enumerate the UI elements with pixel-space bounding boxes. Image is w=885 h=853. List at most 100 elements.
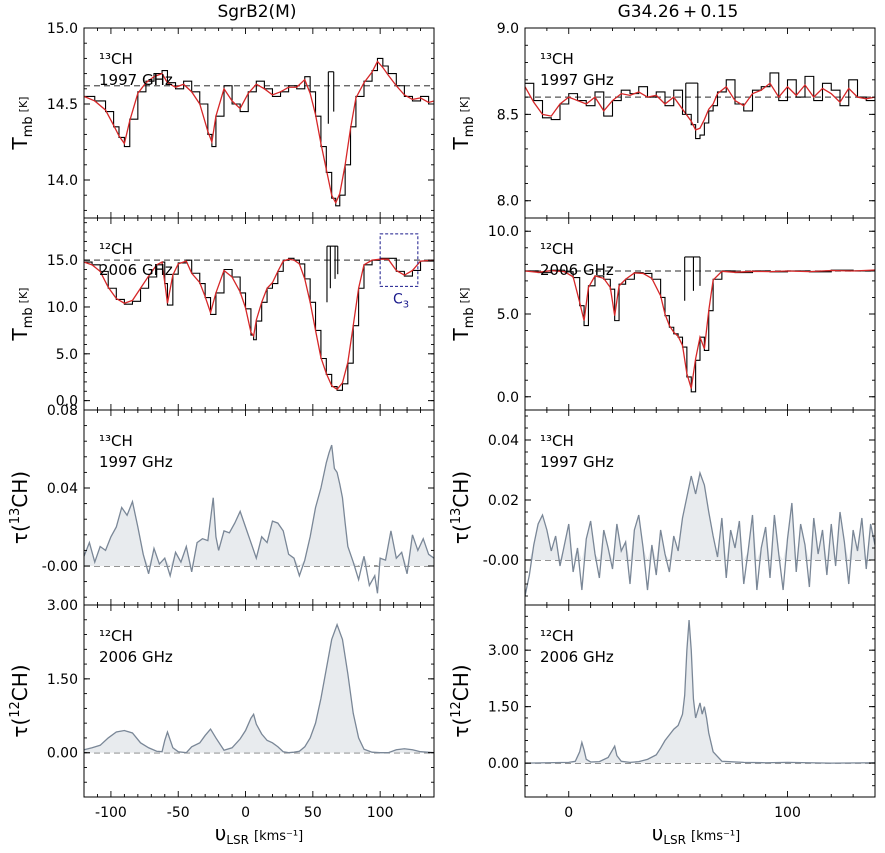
x-tick-label: -50 [167, 805, 190, 821]
species-label: ¹²CH [540, 240, 574, 258]
frequency-label: 1997 GHz [99, 453, 173, 471]
y-axis-label: τ(13CH) [449, 471, 473, 544]
y-label-main: T [449, 136, 473, 150]
y-axis-label: Tmb [K] [449, 97, 477, 151]
y-label-sup: 12 [8, 701, 23, 718]
species-label: ¹³CH [540, 50, 574, 68]
x-tick-label: 0 [564, 805, 573, 821]
plot-area [84, 57, 434, 207]
model-fit-line [84, 60, 434, 205]
plot-area [525, 72, 875, 140]
observed-spectrum [84, 57, 434, 207]
panel-sgrb2-13ch-tmb: 14.0 14.5 15.0 Tmb [K] ¹³CH 1997 GHz [8, 21, 435, 219]
frequency-label: 2006 GHz [99, 648, 173, 666]
y-label-main: τ( [449, 718, 473, 738]
y-label-tail: CH) [449, 471, 473, 508]
x-tick-label: 0 [241, 805, 250, 821]
tau-fill [525, 473, 875, 560]
observed-spectrum [525, 269, 875, 393]
c3-label-sub: 3 [403, 299, 409, 310]
panel-g34-13ch-tmb: 8.0 8.5 9.0 Tmb [K] ¹³CH 1997 GHz [449, 21, 876, 219]
y-axis-label: Tmb [K] [449, 288, 477, 342]
frequency-label: 1997 GHz [540, 71, 614, 89]
x-axis-label-sgrb2: υLSR [kms⁻¹] [215, 821, 303, 847]
y-tick-label: -0.00 [483, 553, 519, 569]
y-tick-label: 0.00 [47, 746, 78, 762]
tau-line [525, 470, 875, 597]
y-label-tail: CH) [8, 471, 32, 508]
y-tick-label: 10.0 [488, 224, 519, 240]
panel-frame [524, 604, 876, 798]
y-axis-label: τ(13CH) [8, 471, 32, 544]
x-label-unit: [kms⁻¹] [691, 829, 740, 844]
tau-line [84, 622, 434, 754]
tau-fill [525, 620, 875, 764]
panel-frame [524, 27, 876, 219]
y-label-main: T [449, 327, 473, 341]
x-tick-label: -100 [95, 805, 127, 821]
x-label-main: υ [215, 821, 227, 845]
frequency-label: 2006 GHz [540, 648, 614, 666]
y-label-sup: 13 [449, 508, 464, 525]
x-label-sub: LSR [226, 833, 249, 847]
frequency-label: 1997 GHz [99, 71, 173, 89]
tau-line [525, 620, 875, 764]
panel-sgrb2-12ch-tau: 0.00 1.50 3.00 τ(12CH) ¹²CH 2006 GHz -100 -50 0 5… [8, 598, 435, 821]
plot-area [84, 444, 434, 594]
y-tick-label: -0.00 [42, 559, 78, 575]
y-label-main: τ( [8, 524, 32, 544]
species-label: ¹³CH [99, 50, 133, 68]
panel-g34-12ch-tau: 0.00 1.50 3.00 τ(12CH) ¹²CH 2006 GHz 0 100 [449, 604, 876, 821]
y-axis-label: Tmb [K] [8, 97, 36, 151]
species-label: ¹³CH [540, 432, 574, 450]
panel-sgrb2-13ch-tau: -0.00 0.04 0.08 τ(13CH) ¹³CH 1997 GHz [8, 403, 435, 606]
y-tick-label: 14.0 [47, 173, 78, 189]
y-tick-label: 10.0 [47, 300, 78, 316]
species-label: ¹²CH [540, 627, 574, 645]
plot-area [525, 269, 875, 393]
tau-line [84, 444, 434, 594]
y-tick-label: 8.5 [497, 107, 519, 123]
panel-frame [524, 217, 876, 411]
y-label-main: T [8, 136, 32, 150]
x-label-unit: [kms⁻¹] [254, 829, 303, 844]
y-label-main: T [8, 327, 32, 341]
y-tick-label: 14.5 [47, 97, 78, 113]
y-tick-label: 5.0 [497, 307, 519, 323]
x-tick-label: 50 [304, 805, 322, 821]
y-tick-label: 0.08 [47, 403, 78, 419]
panel-frame [83, 217, 435, 411]
panel-frame [83, 27, 435, 219]
y-label-unit: [K] [17, 288, 30, 304]
title-g34: G34.26 + 0.15 [618, 2, 739, 22]
y-label-unit: [K] [458, 97, 471, 113]
y-tick-label: 15.0 [47, 21, 78, 37]
frequency-label: 2006 GHz [540, 261, 614, 279]
y-label-tail: CH) [8, 664, 32, 701]
y-tick-label: 1.50 [488, 700, 519, 716]
species-label: ¹²CH [99, 627, 133, 645]
plot-area [84, 257, 434, 391]
y-label-main: τ( [8, 718, 32, 738]
y-label-unit: [K] [17, 97, 30, 113]
species-label: ¹²CH [99, 240, 133, 258]
model-fit-line [525, 269, 875, 389]
y-tick-label: 3.00 [47, 598, 78, 614]
panel-frame [83, 604, 435, 798]
y-label-sub: mb [462, 116, 477, 137]
y-tick-label: 3.00 [488, 643, 519, 659]
x-label-sub: LSR [663, 833, 686, 847]
y-tick-label: 0.00 [488, 756, 519, 772]
panel-g34-13ch-tau: -0.00 0.02 0.04 τ(13CH) ¹³CH 1997 GHz [449, 409, 876, 606]
frequency-label: 1997 GHz [540, 453, 614, 471]
y-label-sub: mb [462, 307, 477, 328]
y-tick-label: 1.50 [47, 672, 78, 688]
model-fit-line [525, 82, 875, 131]
panel-g34-12ch-tmb: 0.0 5.0 10.0 Tmb [K] ¹²CH 2006 GHz [449, 217, 876, 411]
c3-label: C3 [393, 291, 409, 310]
y-tick-label: 8.0 [497, 194, 519, 210]
x-tick-label: 100 [367, 805, 394, 821]
y-tick-label: 0.04 [488, 433, 519, 449]
y-tick-label: 0.02 [488, 493, 519, 509]
title-sgrb2: SgrB2(M) [218, 2, 297, 22]
